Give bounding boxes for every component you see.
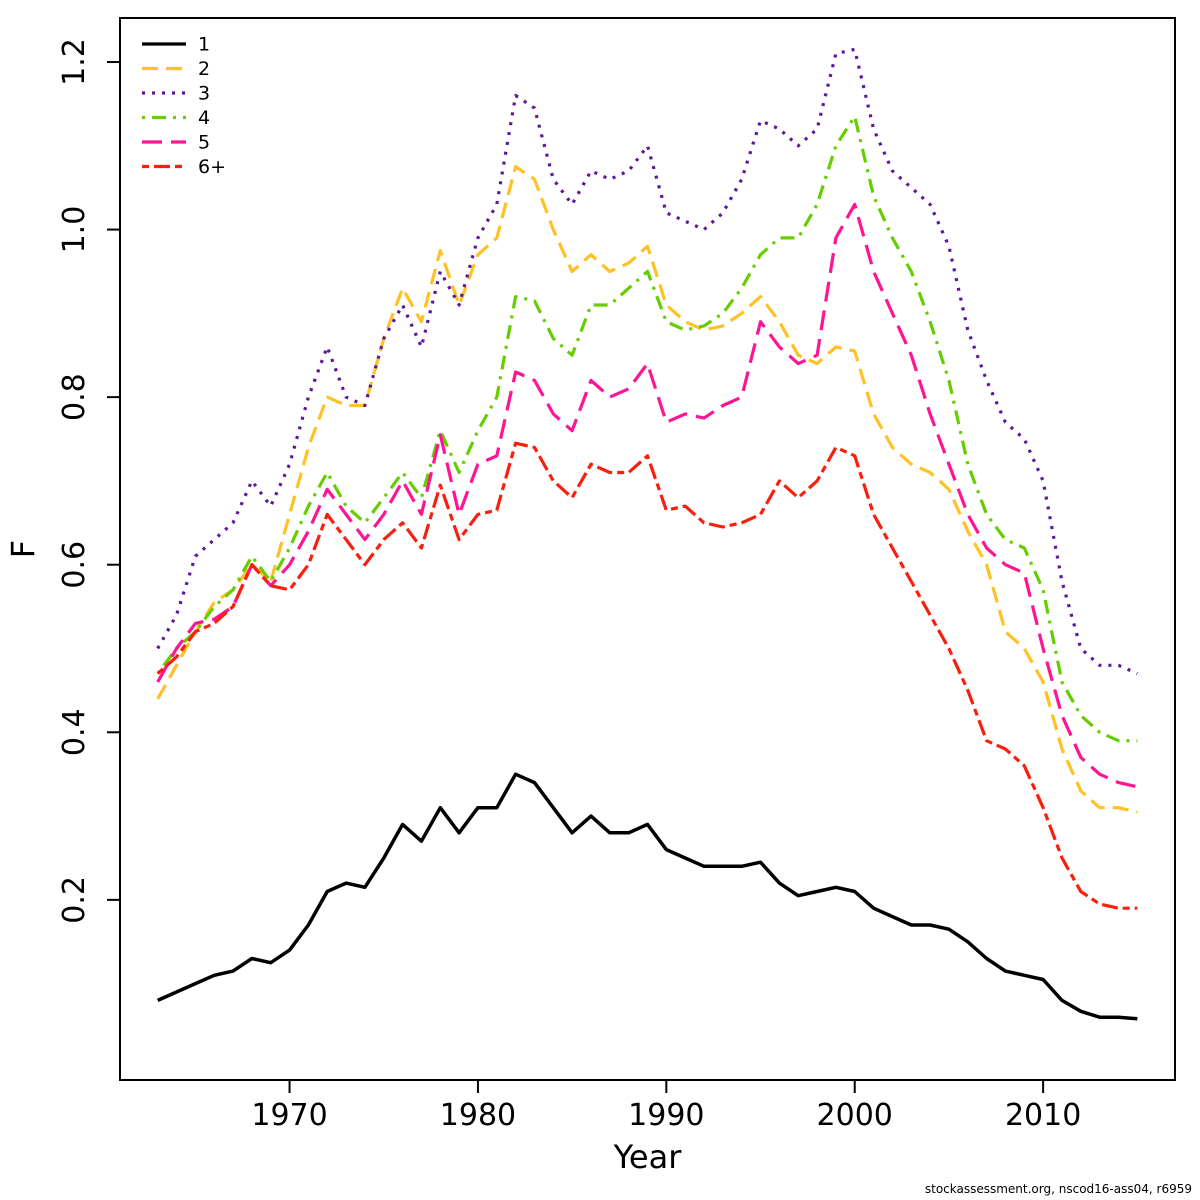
- x-axis-tick-label: 2000: [817, 1098, 893, 1133]
- y-axis-tick-label: 0.6: [57, 541, 92, 589]
- legend-label-age-1: 1: [198, 34, 210, 56]
- y-axis-tick-label: 0.8: [57, 373, 92, 421]
- series-line-age-2: [156, 165, 1138, 814]
- legend-label-age-6plus: 6+: [198, 156, 226, 178]
- x-axis-tick-label: 1990: [628, 1098, 704, 1133]
- x-axis-tick-label: 1970: [251, 1098, 327, 1133]
- legend-label-age-5: 5: [198, 132, 210, 154]
- y-axis-label: F: [4, 540, 42, 558]
- footer-attribution: stockassessment.org, nscod16-ass04, r695…: [924, 1182, 1192, 1196]
- series-line-age-5: [156, 202, 1138, 789]
- plot-border: [119, 17, 1176, 1081]
- series-line-age-1: [156, 772, 1138, 1021]
- y-axis-tick-label: 1.2: [57, 38, 92, 86]
- x-axis-tick-label: 2010: [1005, 1098, 1081, 1133]
- legend-label-age-2: 2: [198, 58, 210, 80]
- series-line-age-4: [156, 114, 1138, 743]
- series-line-age-3: [156, 47, 1138, 676]
- y-axis-tick-label: 1.0: [57, 206, 92, 254]
- series-line-age-6plus: [156, 441, 1138, 910]
- y-axis-tick-label: 0.2: [57, 876, 92, 924]
- x-axis-label: Year: [613, 1138, 683, 1176]
- legend-label-age-4: 4: [198, 107, 210, 129]
- y-axis-tick-label: 0.4: [57, 708, 92, 756]
- legend-label-age-3: 3: [198, 83, 210, 105]
- x-axis-tick-label: 1980: [440, 1098, 516, 1133]
